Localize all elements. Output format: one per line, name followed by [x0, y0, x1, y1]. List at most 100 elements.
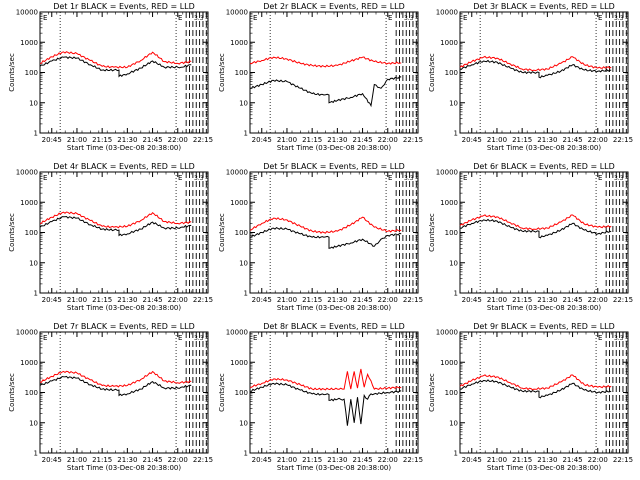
x-axis-label: Start Time (03-Dec-08 20:38:00) [487, 464, 601, 472]
x-tick-label: 20:45 [252, 296, 272, 304]
detector-panel-2: Det 2r BLACK = Events, RED = LLD 1 10 100 10… [218, 2, 423, 152]
detector-panel-6: Det 6r BLACK = Events, RED = LLD 1 10 100 10… [428, 162, 633, 312]
y-tick-label: 10 [239, 99, 248, 107]
x-tick-label: 21:00 [67, 136, 87, 144]
x-tick-label: 22:15 [613, 456, 633, 464]
y-tick-label: 10 [29, 99, 38, 107]
y-axis-label: Counts/sec [218, 373, 226, 412]
series-events-line [459, 59, 612, 79]
series-events-line [459, 218, 612, 239]
x-tick-label: 22:15 [193, 136, 213, 144]
x-tick-label: 22:00 [378, 296, 398, 304]
series-events-line [39, 215, 192, 237]
corner-mark-value: 3.3 [194, 15, 204, 22]
corner-mark-left: E [43, 14, 47, 22]
detector-panel-4: Det 4r BLACK = Events, RED = LLD 1 10 100 10… [8, 162, 213, 312]
y-tick-label: 100 [235, 229, 248, 237]
x-tick-label: 21:45 [562, 456, 582, 464]
x-tick-label: 21:30 [537, 456, 557, 464]
y-tick-label: 1 [34, 290, 38, 298]
y-tick-label: 10000 [16, 169, 38, 177]
detector-panel-9: Det 9r BLACK = Events, RED = LLD 1 10 100 10… [428, 322, 633, 472]
detector-panel-3: Det 3r BLACK = Events, RED = LLD 1 10 100 10… [428, 2, 633, 152]
series-events-line [249, 226, 402, 249]
y-tick-label: 100 [25, 69, 38, 77]
y-tick-label: 100 [445, 229, 458, 237]
corner-mark-value: 3.3 [404, 335, 414, 342]
corner-mark-value: 3.3 [614, 15, 624, 22]
x-axis-label: Start Time (03-Dec-08 20:38:00) [277, 464, 391, 472]
series-lld-line [39, 51, 192, 69]
series-lld-line [459, 55, 612, 72]
corner-mark-value: 3.3 [194, 335, 204, 342]
detector-panel-7: Det 7r BLACK = Events, RED = LLD 1 10 100 10… [8, 322, 213, 472]
y-tick-label: 10 [449, 259, 458, 267]
panel-title: Det 9r BLACK = Events, RED = LLD [473, 322, 615, 331]
corner-mark-left: E [463, 334, 467, 342]
x-tick-label: 22:00 [168, 136, 188, 144]
x-tick-label: 21:00 [67, 296, 87, 304]
x-tick-label: 20:45 [252, 456, 272, 464]
x-tick-label: 21:30 [117, 296, 137, 304]
panel-title: Det 2r BLACK = Events, RED = LLD [263, 2, 405, 11]
series-lld-line [39, 211, 192, 229]
x-tick-label: 21:30 [117, 456, 137, 464]
y-axis-label: Counts/sec [218, 213, 226, 252]
corner-mark-value: 3.3 [404, 175, 414, 182]
y-tick-label: 1000 [440, 359, 458, 367]
series-lld-line [249, 216, 402, 234]
y-axis-label: Counts/sec [428, 213, 436, 252]
x-tick-label: 22:00 [168, 296, 188, 304]
plot-frame [459, 11, 629, 134]
x-tick-label: 22:15 [193, 456, 213, 464]
x-tick-label: 21:15 [512, 456, 532, 464]
series-lld-line [459, 214, 612, 231]
detector-panel-5: Det 5r BLACK = Events, RED = LLD 1 10 100 10… [218, 162, 423, 312]
corner-mark-right: E [178, 334, 182, 342]
y-tick-label: 1000 [440, 39, 458, 47]
y-tick-label: 10000 [436, 9, 458, 17]
x-tick-label: 21:00 [277, 456, 297, 464]
y-tick-label: 100 [25, 229, 38, 237]
plot-frame [459, 331, 629, 454]
plot-frame [249, 11, 419, 134]
corner-mark-right: E [598, 334, 602, 342]
corner-mark-right: E [388, 334, 392, 342]
y-tick-label: 1000 [230, 359, 248, 367]
y-tick-label: 1 [244, 290, 248, 298]
y-axis-label: Counts/sec [428, 53, 436, 92]
corner-mark-value: 3.3 [614, 335, 624, 342]
y-tick-label: 100 [445, 389, 458, 397]
plot-frame [39, 331, 209, 454]
x-tick-label: 22:00 [588, 456, 608, 464]
x-axis-label: Start Time (03-Dec-08 20:38:00) [67, 144, 181, 152]
x-tick-label: 21:15 [302, 136, 322, 144]
x-tick-label: 21:15 [92, 296, 112, 304]
x-tick-label: 22:00 [378, 136, 398, 144]
y-tick-label: 10000 [226, 329, 248, 337]
y-tick-label: 10000 [436, 169, 458, 177]
y-tick-label: 10 [29, 419, 38, 427]
plot-frame [249, 171, 419, 294]
x-tick-label: 21:30 [327, 296, 347, 304]
y-tick-label: 1 [34, 130, 38, 138]
corner-mark-left: E [43, 174, 47, 182]
x-tick-label: 21:45 [562, 136, 582, 144]
y-tick-label: 10 [449, 99, 458, 107]
x-tick-label: 21:15 [512, 136, 532, 144]
x-tick-label: 22:00 [378, 456, 398, 464]
series-events-line [460, 379, 612, 399]
corner-mark-left: E [463, 174, 467, 182]
x-axis-label: Start Time (03-Dec-08 20:38:00) [67, 304, 181, 312]
series-events-line [39, 56, 192, 78]
panel-title: Det 3r BLACK = Events, RED = LLD [473, 2, 615, 11]
x-tick-label: 21:30 [537, 296, 557, 304]
x-tick-label: 21:15 [302, 456, 322, 464]
corner-mark-right: E [178, 14, 182, 22]
x-tick-label: 21:45 [352, 296, 372, 304]
y-tick-label: 10 [239, 419, 248, 427]
x-tick-label: 21:15 [92, 456, 112, 464]
y-axis-label: Counts/sec [8, 373, 16, 412]
y-tick-label: 1 [244, 130, 248, 138]
